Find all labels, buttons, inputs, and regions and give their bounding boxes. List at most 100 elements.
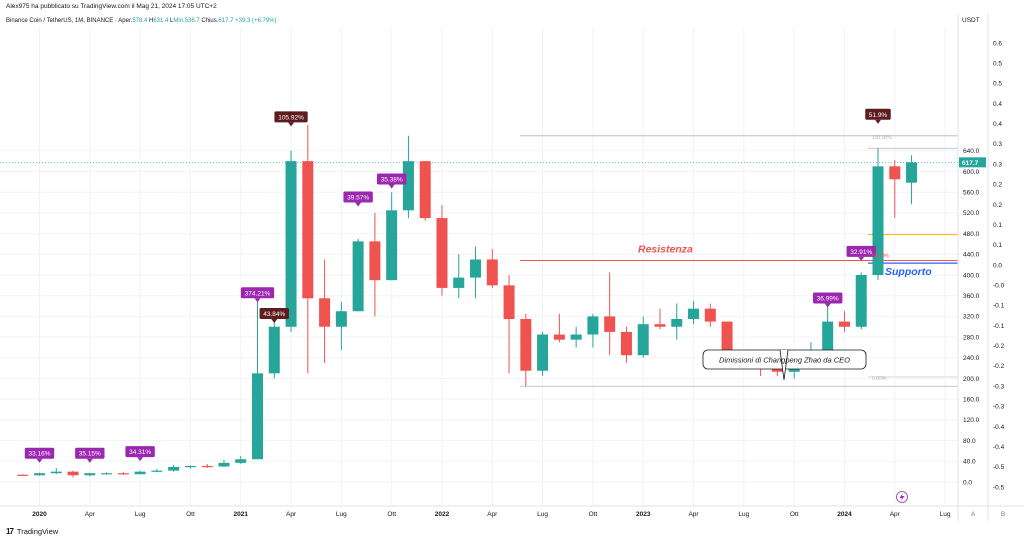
- percent-callout-text: 35.38%: [381, 176, 403, 183]
- secondary-tick-label: 0.5: [993, 60, 1002, 67]
- percent-callout-box: [274, 111, 308, 123]
- price-tick-label: 0.0: [963, 479, 972, 486]
- candle-body: [201, 465, 213, 468]
- price-tick-label: 440.0: [963, 252, 980, 259]
- secondary-tick-label: -0.0: [993, 282, 1005, 289]
- low-label: L: [170, 18, 174, 24]
- time-tick-label: Apr: [487, 511, 498, 518]
- percent-callout: 43.84%: [259, 307, 289, 323]
- percent-callout: 36.99%: [812, 292, 843, 308]
- candle-body: [419, 161, 431, 219]
- candle-body: [520, 318, 532, 371]
- secondary-tick-label: -0.3: [993, 383, 1005, 390]
- price-tick-label: 200.0: [963, 376, 980, 383]
- symbol-name: Binance Coin / TetherUS, 1M, BINANCE: [6, 18, 114, 24]
- close-label: Chius.: [201, 18, 219, 24]
- secondary-tick-label: 0.3: [993, 161, 1002, 168]
- candle-body: [654, 324, 666, 327]
- ceo-callout-text: Dimissioni di Changpeng Zhao da CEO: [719, 356, 850, 365]
- candle-body: [771, 368, 783, 372]
- candle-body: [151, 470, 163, 472]
- axis-button-b: B: [1001, 511, 1005, 518]
- time-tick-label: Lug: [135, 511, 146, 518]
- percent-callout-pointer: [858, 256, 865, 261]
- percent-callout-box: [240, 287, 275, 299]
- candle-body: [822, 321, 834, 363]
- percent-callout-pointer: [36, 458, 43, 463]
- time-tick-label: 2024: [837, 511, 852, 518]
- price-tick-label: 80.0: [963, 438, 976, 445]
- secondary-tick-label: -0.5: [993, 484, 1005, 491]
- secondary-tick-label: 0.5: [993, 81, 1002, 88]
- candle-body: [570, 334, 582, 340]
- candle-body: [721, 321, 733, 358]
- percent-callout-text: 35.15%: [79, 451, 101, 458]
- time-tick-label: Lug: [738, 511, 749, 518]
- percent-callout-box: [812, 292, 843, 304]
- time-tick-label: 2022: [435, 511, 450, 518]
- percent-callout-text: 374.21%: [245, 290, 271, 297]
- candle-body: [218, 462, 230, 467]
- percent-callout: 35.15%: [75, 447, 105, 463]
- candle-body: [453, 277, 465, 288]
- candle-body: [671, 318, 683, 327]
- percent-callout-text: 43.84%: [263, 311, 285, 318]
- secondary-tick-label: 0.2: [993, 182, 1002, 189]
- tradingview-logo-icon: 17: [6, 527, 14, 536]
- support-label: Supporto: [885, 266, 932, 278]
- candle-body: [906, 162, 918, 183]
- candle-body: [855, 275, 867, 327]
- percent-callout-box: [125, 446, 155, 458]
- time-tick-label: Apr: [85, 511, 96, 518]
- low-value: Min.536.7: [173, 18, 200, 24]
- secondary-tick-label: -0.1: [993, 323, 1005, 330]
- open-value: 578.4: [132, 18, 148, 24]
- percent-callout-text: 34.31%: [129, 449, 151, 456]
- percent-callout-pointer: [254, 298, 261, 303]
- candle-body: [34, 473, 45, 476]
- price-tick-label: 280.0: [963, 334, 980, 341]
- price-tick-label: 480.0: [963, 231, 980, 238]
- time-tick-label: Apr: [286, 511, 297, 518]
- brand-name: TradingView: [16, 527, 59, 536]
- time-tick-label: 2023: [636, 511, 651, 518]
- resistance-label: Resistenza: [638, 244, 693, 256]
- candle-body: [386, 210, 398, 281]
- price-tick-label: 40.0: [963, 459, 976, 466]
- candle-body: [486, 259, 498, 286]
- secondary-tick-label: -0.4: [993, 444, 1005, 451]
- candle-body: [537, 334, 549, 371]
- high-label: H: [149, 18, 154, 24]
- candle-body: [252, 373, 264, 460]
- percent-callout-box: [24, 447, 55, 459]
- percent-callout: 374.21%: [240, 287, 275, 303]
- candle-body: [17, 474, 29, 476]
- close-value: 617.7: [218, 18, 234, 24]
- secondary-tick-label: 0.1: [993, 242, 1002, 249]
- secondary-tick-label: 0.2: [993, 202, 1002, 209]
- time-tick-label: Lug: [537, 511, 548, 518]
- open-label: Aper.: [118, 18, 133, 24]
- time-tick-label: Ott: [790, 511, 799, 518]
- percent-callout-pointer: [875, 119, 881, 124]
- candle-body: [688, 308, 700, 319]
- candle-body: [838, 321, 850, 327]
- candle-body: [117, 473, 129, 475]
- price-tick-label: 320.0: [963, 314, 980, 321]
- symbol-legend: Binance Coin / TetherUS, 1M, BINANCE · A…: [6, 18, 277, 24]
- percent-callout-text: 36.99%: [817, 295, 839, 302]
- percent-callout-text: 51.9%: [869, 112, 888, 119]
- fib-top-label: 100.00%: [872, 135, 892, 141]
- secondary-tick-label: -0.1: [993, 303, 1005, 310]
- candle-body: [637, 324, 649, 356]
- last-price-text: 617.7: [962, 160, 979, 167]
- candle-body: [553, 334, 565, 340]
- candle-body: [889, 166, 901, 180]
- percent-callout: 39.57%: [343, 191, 373, 207]
- secondary-tick-label: -0.2: [993, 363, 1005, 370]
- candle-body: [620, 331, 632, 356]
- secondary-tick-label: -0.4: [993, 424, 1005, 431]
- currency-label: USDT: [962, 17, 980, 24]
- percent-callout: 34.31%: [125, 446, 155, 462]
